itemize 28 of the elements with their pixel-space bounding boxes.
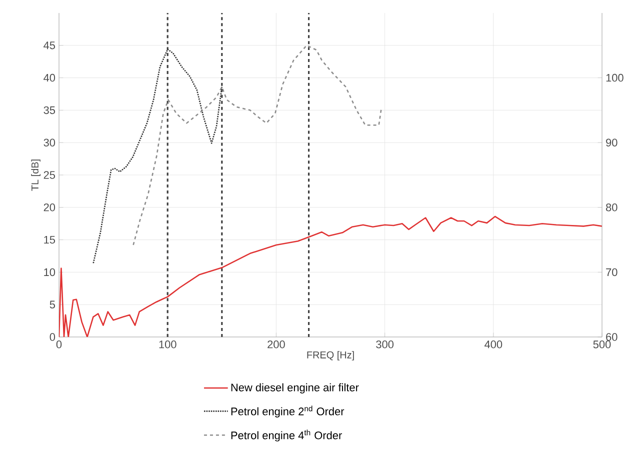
- legend-label: Petrol engine 2$^{nd}$ Order: [231, 406, 344, 418]
- y-tick-label: 0: [50, 333, 56, 341]
- x-tick-label: 300: [376, 340, 394, 348]
- y2-tick-label: 90: [606, 138, 618, 146]
- y-tick-label: 40: [44, 74, 56, 82]
- y-tick-label: 45: [44, 42, 56, 50]
- y-tick-label: 15: [44, 236, 56, 244]
- y-tick-label: 35: [44, 106, 56, 114]
- y-tick-label: 20: [44, 204, 56, 212]
- x-tick-label: 500: [593, 340, 611, 348]
- x-tick-label: 200: [268, 340, 285, 348]
- y-tick-label: 30: [44, 138, 56, 146]
- x-axis-title: FREQ [Hz]: [307, 351, 354, 360]
- y-tick-label: 10: [44, 268, 56, 276]
- line-series: [92, 48, 223, 264]
- y-axis-title: TL [dB]: [31, 160, 40, 191]
- line-series: [132, 44, 382, 246]
- y-tick-label: 25: [44, 171, 56, 179]
- y2-tick-label: 60: [606, 333, 618, 341]
- x-tick-label: 400: [484, 340, 502, 348]
- x-tick-label: 0: [56, 340, 62, 348]
- y2-tick-label: 70: [606, 268, 618, 276]
- legend-label: Petrol engine 4$^{th}$ Order: [231, 430, 342, 442]
- y2-tick-label: 80: [606, 204, 618, 212]
- y2-tick-label: 100: [606, 74, 624, 82]
- legend-label: New diesel engine air filter: [231, 383, 359, 394]
- x-tick-label: 100: [159, 340, 176, 348]
- y-tick-label: 5: [50, 300, 56, 308]
